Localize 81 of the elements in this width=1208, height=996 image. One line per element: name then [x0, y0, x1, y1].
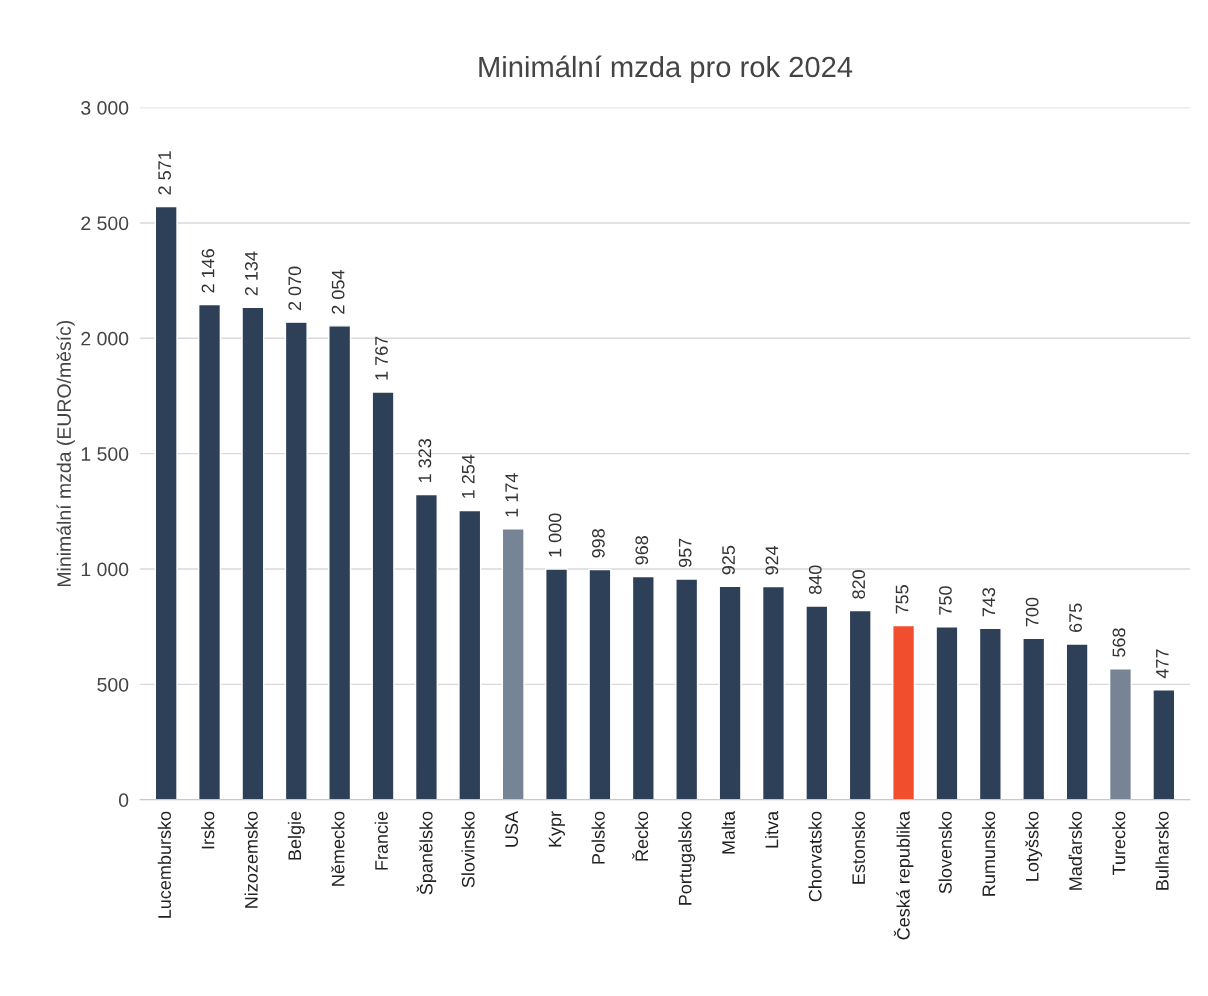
x-tick-label: Nizozemsko	[244, 811, 258, 908]
y-tick-label: 1 500	[81, 447, 129, 461]
bar	[631, 575, 655, 800]
data-label: 2 054	[331, 270, 345, 314]
bar	[935, 626, 959, 800]
x-tick-label: Česká republika	[893, 810, 914, 940]
x-tick-label: Belgie	[287, 811, 305, 860]
data-label: 924	[765, 545, 779, 575]
data-label: 2 146	[201, 249, 215, 293]
data-label: 1 000	[548, 513, 562, 557]
data-label: 2 571	[158, 151, 171, 195]
bar	[848, 609, 872, 800]
x-tick-label: Slovinsko	[461, 811, 475, 888]
bar	[197, 303, 222, 800]
bar	[978, 627, 1002, 800]
data-label: 1 174	[505, 473, 518, 517]
x-tick-label: Polsko	[591, 811, 605, 864]
bar	[154, 205, 178, 800]
data-label: 957	[678, 538, 692, 568]
x-tick-label: Lotyšsko	[1025, 811, 1043, 881]
x-tick-label: Maďarsko	[1068, 811, 1082, 890]
bar	[761, 585, 785, 800]
bar	[1022, 637, 1046, 800]
bar	[1108, 668, 1133, 800]
data-label: 675	[1069, 603, 1082, 633]
x-tick-label: Portugalsko	[678, 811, 696, 905]
bar	[892, 624, 916, 800]
x-tick-label: Španělsko	[416, 811, 437, 895]
bar	[675, 578, 699, 800]
bar	[588, 568, 612, 800]
data-label: 477	[1156, 649, 1169, 679]
data-label: 925	[722, 545, 735, 575]
x-tick-label: Řecko	[632, 811, 649, 861]
y-axis-title: Minimální mzda (EURO/měsíc)	[56, 320, 75, 587]
bar	[458, 509, 482, 800]
x-tick-label: Rumunsko	[981, 811, 996, 896]
y-tick-label: 0	[118, 793, 129, 808]
y-tick-label: 2 500	[81, 216, 129, 231]
data-label: 2 134	[244, 251, 258, 296]
x-tick-label: USA	[505, 810, 519, 847]
x-tick-label: Francie	[374, 811, 388, 870]
x-tick-label: Turecko	[1112, 811, 1126, 876]
x-tick-label: Irsko	[201, 811, 215, 849]
bar	[1065, 643, 1089, 800]
bar	[371, 391, 395, 800]
x-tick-label: Kypr	[548, 811, 565, 847]
y-tick-label: 2 000	[81, 331, 129, 346]
x-tick-label: Malta	[721, 810, 735, 854]
data-label: 820	[852, 570, 866, 599]
data-label: 755	[895, 585, 909, 614]
data-label: 568	[1112, 628, 1126, 657]
data-label: 2 070	[288, 266, 302, 311]
bar	[328, 325, 352, 800]
y-tick-label: 1 000	[81, 562, 129, 577]
data-label: 1 323	[418, 439, 432, 483]
x-tick-label: Bulharsko	[1155, 811, 1169, 890]
bar	[718, 585, 742, 800]
data-label: 750	[939, 586, 952, 615]
data-label: 998	[592, 529, 605, 558]
x-tick-label: Lucembursko	[157, 811, 171, 918]
data-label: 840	[808, 565, 822, 595]
bar	[241, 306, 265, 800]
bar	[805, 605, 829, 800]
bar	[545, 568, 569, 800]
data-label: 743	[982, 587, 996, 617]
bar	[284, 321, 308, 800]
x-tick-label: Estonsko	[851, 811, 866, 884]
bar	[1152, 689, 1176, 800]
data-label: 700	[1025, 597, 1039, 627]
x-tick-label: Chorvatsko	[808, 811, 822, 902]
y-tick-label: 500	[97, 677, 129, 692]
data-label: 1 254	[461, 454, 475, 498]
chart-title: Minimální mzda pro rok 2024	[479, 55, 853, 84]
bar	[414, 493, 438, 800]
x-tick-label: Slovensko	[938, 811, 952, 894]
x-tick-label: Německo	[331, 811, 345, 886]
bar	[501, 528, 525, 800]
x-tick-label: Litva	[765, 810, 779, 848]
data-label: 1 767	[375, 336, 388, 380]
y-tick-label: 3 000	[81, 101, 129, 115]
data-label: 968	[635, 535, 649, 565]
